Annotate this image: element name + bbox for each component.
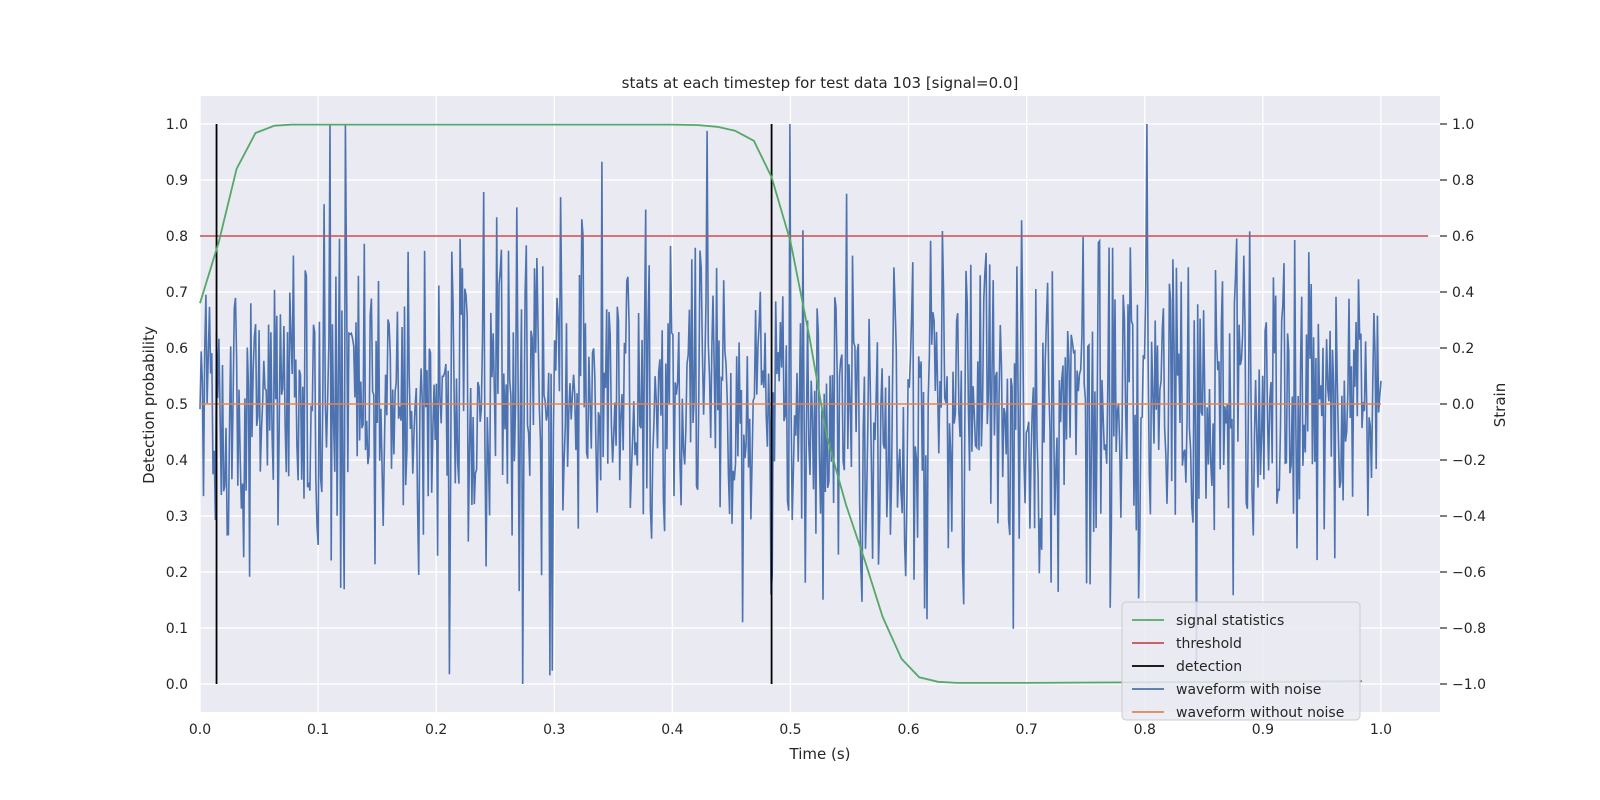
x-tick-label: 1.0 xyxy=(1370,722,1392,738)
legend: signal statistics threshold detection wavef… xyxy=(1121,601,1361,721)
chart-title: stats at each timestep for test data 103… xyxy=(622,74,1019,92)
right-y-tick-label: 0.8 xyxy=(1452,173,1474,189)
series-waveform-with-noise xyxy=(199,123,1382,685)
legend-box xyxy=(1121,601,1361,721)
x-tick-label: 0.1 xyxy=(307,722,329,738)
left-y-tick-label: 0.7 xyxy=(166,285,188,301)
x-tick-label: 0.6 xyxy=(897,722,919,738)
right-y-tick-label: −0.4 xyxy=(1452,509,1486,525)
plot-area xyxy=(199,123,1429,685)
right-y-tick-label: −1.0 xyxy=(1452,677,1486,693)
legend-label: detection xyxy=(1176,659,1242,675)
right-y-tick-label: 1.0 xyxy=(1452,117,1474,133)
left-y-tick-label: 0.6 xyxy=(166,341,188,357)
left-y-tick-label: 0.1 xyxy=(166,621,188,637)
legend-label: waveform without noise xyxy=(1176,705,1344,721)
x-tick-label: 0.3 xyxy=(543,722,565,738)
x-tick-label: 0.5 xyxy=(779,722,801,738)
series-signal-statistics xyxy=(199,123,1363,684)
right-y-tick-label: −0.6 xyxy=(1452,565,1486,581)
x-tick-label: 0.7 xyxy=(1016,722,1038,738)
legend-label: waveform with noise xyxy=(1176,682,1321,698)
right-y-tick-label: 0.4 xyxy=(1452,285,1474,301)
right-axis-ticks: −1.0 −0.8 −0.6 −0.4 −0.2 0.0 0.2 0.4 0.6 0.8 1.0 xyxy=(1440,117,1486,693)
x-tick-label: 0.9 xyxy=(1252,722,1274,738)
right-y-tick-label: 0.6 xyxy=(1452,229,1474,245)
x-axis-ticks: 0.0 0.1 0.2 0.3 0.4 0.5 0.6 0.7 0.8 0.9 1.0 xyxy=(189,722,1392,738)
left-y-tick-label: 0.9 xyxy=(166,173,188,189)
x-tick-label: 0.2 xyxy=(425,722,447,738)
x-tick-label: 0.8 xyxy=(1134,722,1156,738)
right-y-tick-label: 0.2 xyxy=(1452,341,1474,357)
right-y-tick-label: −0.2 xyxy=(1452,453,1486,469)
x-tick-label: 0.4 xyxy=(661,722,683,738)
legend-label: threshold xyxy=(1176,636,1242,652)
left-y-tick-label: 0.8 xyxy=(166,229,188,245)
left-y-tick-label: 0.4 xyxy=(166,453,188,469)
x-tick-label: 0.0 xyxy=(189,722,211,738)
left-y-tick-label: 0.0 xyxy=(166,677,188,693)
left-y-tick-label: 1.0 xyxy=(166,117,188,133)
right-y-tick-label: 0.0 xyxy=(1452,397,1474,413)
left-axis-label: Detection probability xyxy=(140,326,158,484)
left-y-tick-label: 0.2 xyxy=(166,565,188,581)
right-axis-label: Strain xyxy=(1491,383,1509,427)
right-y-tick-label: −0.8 xyxy=(1452,621,1486,637)
left-y-tick-label: 0.3 xyxy=(166,509,188,525)
left-axis-ticks: 0.0 0.1 0.2 0.3 0.4 0.5 0.6 0.7 0.8 0.9 1.0 xyxy=(166,117,188,693)
legend-label: signal statistics xyxy=(1176,613,1284,629)
x-axis-label: Time (s) xyxy=(789,745,851,763)
left-y-tick-label: 0.5 xyxy=(166,397,188,413)
